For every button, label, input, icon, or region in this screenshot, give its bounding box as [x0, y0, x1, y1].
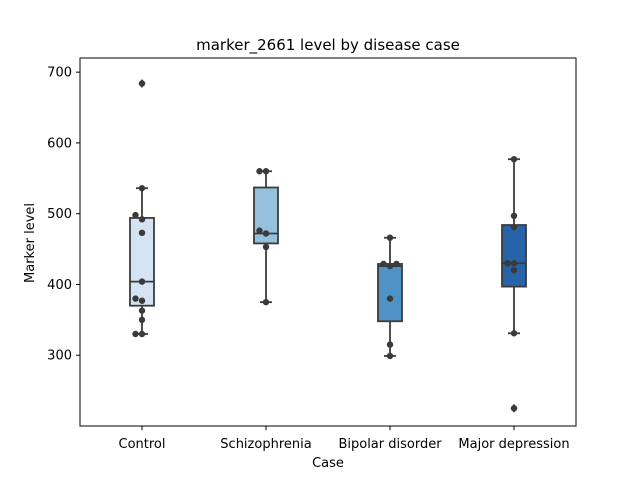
y-axis-label: Marker level — [23, 203, 38, 283]
data-point — [262, 168, 270, 175]
data-point — [138, 316, 146, 324]
chart-title: marker_2661 level by disease case — [196, 36, 460, 55]
y-tick-label: 700 — [47, 66, 72, 81]
y-tick-label: 400 — [47, 278, 72, 293]
data-point — [138, 80, 146, 87]
data-point — [138, 229, 146, 236]
data-point — [380, 260, 387, 268]
data-point — [138, 216, 146, 223]
data-point — [256, 168, 263, 175]
data-point — [132, 330, 139, 338]
data-point — [262, 230, 270, 237]
y-tick-label: 300 — [47, 349, 72, 364]
x-tick-label: Bipolar disorder — [338, 437, 442, 452]
box-3 — [501, 224, 527, 288]
data-point — [386, 341, 394, 348]
x-tick-label: Major depression — [458, 437, 569, 452]
data-point — [132, 211, 139, 219]
data-point — [256, 227, 263, 234]
data-point — [386, 234, 394, 241]
data-point — [504, 260, 511, 267]
data-point — [386, 295, 394, 302]
x-axis-label: Case — [312, 456, 344, 471]
data-point — [510, 212, 518, 220]
data-point — [132, 295, 139, 302]
plot-area — [129, 78, 527, 413]
data-point — [510, 156, 518, 163]
box-2 — [377, 263, 403, 323]
x-tick-label: Schizophrenia — [220, 437, 311, 452]
data-point — [138, 297, 146, 304]
data-point — [138, 307, 146, 314]
data-point — [510, 267, 518, 274]
data-point — [510, 405, 518, 412]
data-point — [138, 278, 146, 285]
y-tick-label: 500 — [47, 207, 72, 222]
data-point — [138, 330, 146, 338]
data-point — [386, 352, 394, 360]
data-point — [393, 260, 400, 268]
data-point — [386, 262, 394, 270]
data-point — [510, 223, 518, 231]
data-point — [262, 243, 270, 251]
x-tick-label: Control — [119, 437, 166, 452]
y-tick-label: 600 — [47, 136, 72, 151]
data-point — [262, 298, 270, 306]
plot-frame — [79, 57, 577, 427]
data-point — [510, 260, 518, 267]
data-point — [510, 330, 518, 337]
data-point — [138, 185, 146, 192]
